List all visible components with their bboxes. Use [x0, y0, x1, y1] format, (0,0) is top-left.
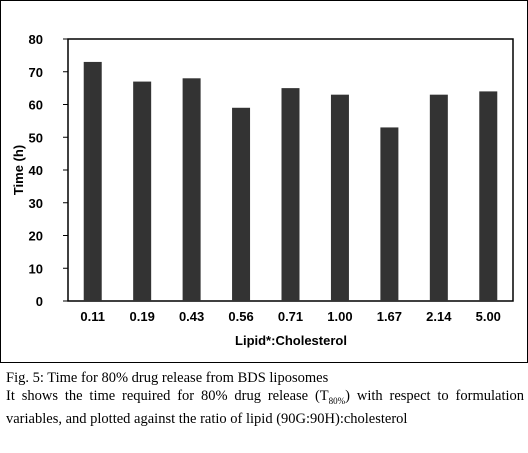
x-tick-label: 5.00 — [476, 309, 501, 324]
y-tick-label: 0 — [36, 294, 43, 309]
y-axis-ticks: 0 10 20 30 40 50 60 70 80 — [29, 32, 68, 309]
x-tick-label: 1.67 — [377, 309, 402, 324]
bar-0.11 — [83, 61, 102, 301]
caption-desc-before: It shows the time required for 80% drug … — [6, 388, 329, 404]
bars — [83, 61, 498, 302]
y-tick-label: 20 — [29, 229, 43, 244]
figure-panel: 0 10 20 30 40 50 60 70 80 0.11 0.19 0.43 0.56 0.71 1.… — [0, 0, 528, 363]
caption-description: It shows the time required for 80% drug … — [6, 387, 524, 428]
bar-0.56 — [232, 107, 251, 302]
bar-chart: 0 10 20 30 40 50 60 70 80 0.11 0.19 0.43 0.56 0.71 1.… — [11, 32, 514, 348]
figure-caption: Fig. 5: Time for 80% drug release from B… — [6, 369, 524, 428]
y-tick-label: 10 — [29, 261, 43, 276]
caption-desc-subscript: 80% — [328, 395, 346, 406]
x-tick-label: 0.43 — [179, 309, 204, 324]
bar-1.00 — [330, 94, 349, 301]
y-axis-title: Time (h) — [11, 145, 26, 195]
x-tick-label: 0.71 — [278, 309, 303, 324]
x-tick-label: 0.56 — [228, 309, 253, 324]
x-axis-ticks: 0.11 0.19 0.43 0.56 0.71 1.00 1.67 2.14 5.00 — [80, 309, 501, 324]
y-tick-label: 70 — [29, 65, 43, 80]
bar-0.19 — [133, 81, 152, 301]
y-tick-label: 50 — [29, 130, 43, 145]
bar-0.43 — [182, 78, 201, 301]
bar-2.14 — [429, 94, 448, 301]
bar-0.71 — [281, 88, 300, 301]
y-tick-label: 60 — [29, 98, 43, 113]
x-tick-label: 2.14 — [426, 309, 452, 324]
x-axis-title: Lipid*:Cholesterol — [235, 333, 347, 348]
y-tick-label: 40 — [29, 163, 43, 178]
y-tick-label: 30 — [29, 196, 43, 211]
bar-5.00 — [479, 91, 498, 302]
x-tick-label: 1.00 — [327, 309, 352, 324]
caption-desc-after: ) with respect to formulation variables,… — [6, 388, 524, 427]
x-tick-label: 0.11 — [80, 309, 105, 324]
caption-title: Fig. 5: Time for 80% drug release from B… — [6, 370, 329, 386]
bar-1.67 — [380, 127, 399, 301]
x-tick-label: 0.19 — [130, 309, 155, 324]
y-tick-label: 80 — [29, 32, 43, 47]
